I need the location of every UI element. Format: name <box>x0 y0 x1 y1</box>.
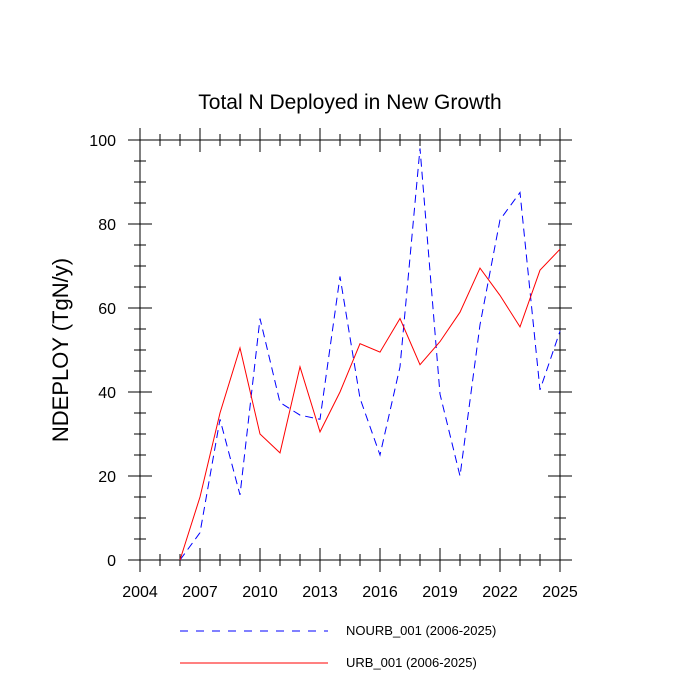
series-lines <box>179 148 561 561</box>
axis-tick-labels: 2004 2007 2010 2013 2016 2019 2022 2025 0 20 40 60 8… <box>89 133 578 601</box>
x-tick-label: 2007 <box>182 584 218 601</box>
chart-title: Total N Deployed in New Growth <box>198 91 501 114</box>
x-tick-label: 2013 <box>302 584 338 601</box>
x-tick-label: 2016 <box>362 584 398 601</box>
plot-frame <box>139 139 561 561</box>
y-tick-label: 0 <box>107 553 116 570</box>
y-tick-label: 60 <box>98 301 116 318</box>
series-line-urb_001 <box>179 248 561 561</box>
x-tick-label: 2004 <box>122 584 158 601</box>
y-tick-label: 20 <box>98 469 116 486</box>
series-line-nourb_001 <box>179 148 561 561</box>
axis-ticks <box>128 128 572 572</box>
legend-label: NOURB_001 (2006-2025) <box>346 623 496 638</box>
y-tick-label: 80 <box>98 217 116 234</box>
y-tick-label: 100 <box>89 133 116 150</box>
x-tick-label: 2010 <box>242 584 278 601</box>
legend-label: URB_001 (2006-2025) <box>346 655 477 670</box>
y-axis-label: NDEPLOY (TgN/y) <box>48 258 73 442</box>
y-tick-label: 40 <box>98 385 116 402</box>
x-tick-label: 2025 <box>542 584 578 601</box>
legend: NOURB_001 (2006-2025) URB_001 (2006-2025) <box>180 623 496 670</box>
x-tick-label: 2019 <box>422 584 458 601</box>
x-tick-label: 2022 <box>482 584 518 601</box>
